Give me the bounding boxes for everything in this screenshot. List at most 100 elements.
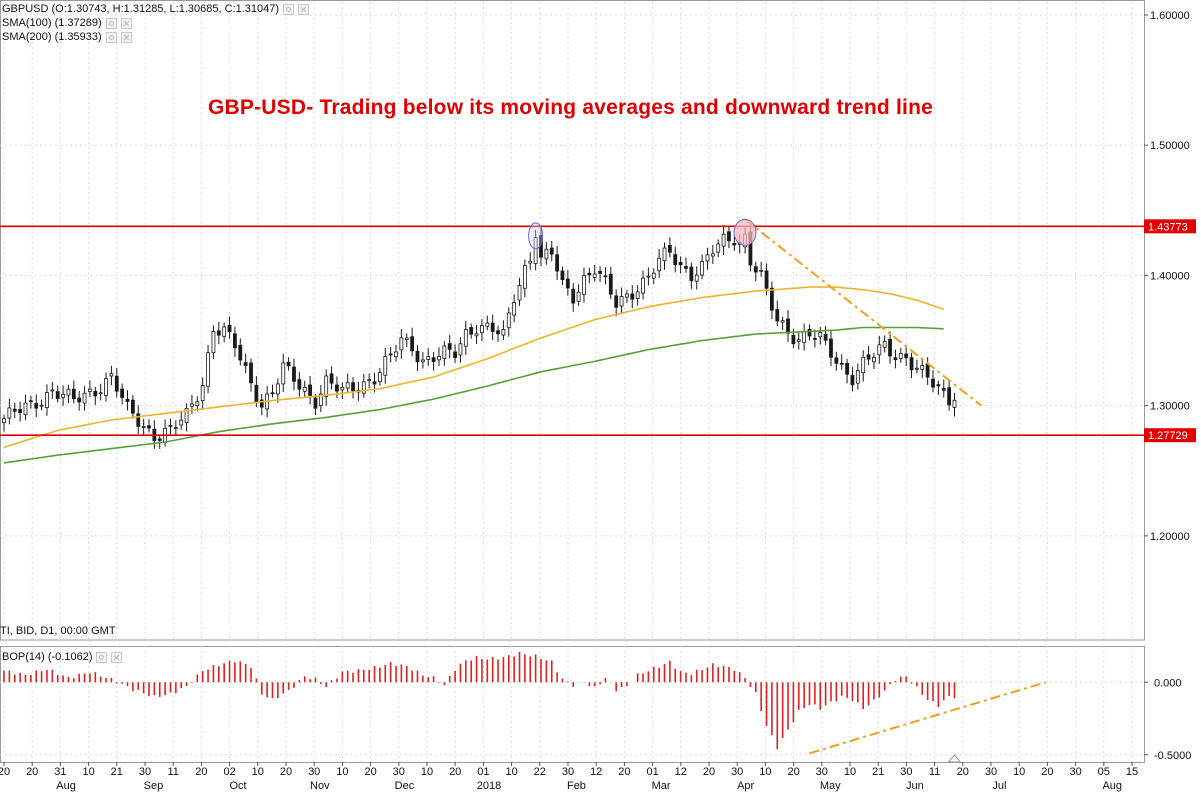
- candle-body: [721, 233, 726, 247]
- settings-icon[interactable]: [105, 31, 117, 43]
- candle-body: [399, 337, 404, 351]
- candle: [909, 352, 914, 379]
- candle-body: [861, 356, 866, 374]
- x-tick-label: 30: [393, 766, 405, 778]
- candle: [565, 269, 570, 296]
- candle: [641, 270, 645, 300]
- settings-icon[interactable]: [283, 3, 295, 15]
- candle: [603, 267, 608, 285]
- candle-body: [571, 288, 576, 304]
- candle: [458, 337, 463, 363]
- candle-body: [931, 378, 935, 388]
- candle-body: [7, 407, 12, 419]
- candle: [555, 246, 560, 281]
- candle: [351, 377, 355, 399]
- candle: [34, 394, 39, 418]
- candle-body: [651, 272, 656, 279]
- candle: [931, 370, 935, 393]
- candle-body: [560, 270, 565, 281]
- grid-lines: [0, 2, 1144, 762]
- x-tick-label: 22: [534, 766, 546, 778]
- candle: [952, 392, 957, 417]
- settings-icon[interactable]: [105, 17, 117, 29]
- candle: [7, 399, 12, 425]
- candle: [587, 267, 592, 284]
- candle-body: [582, 275, 586, 295]
- candle: [318, 385, 323, 412]
- candle-body: [28, 400, 33, 403]
- bop-panel-frame: [0, 646, 1145, 763]
- candle: [877, 335, 882, 364]
- candle: [98, 383, 103, 401]
- candle-body: [388, 353, 393, 356]
- candle: [700, 254, 704, 280]
- candle: [270, 384, 275, 398]
- close-icon[interactable]: [111, 651, 123, 663]
- candle-body: [694, 274, 699, 282]
- candle-body: [533, 237, 538, 265]
- x-tick-label: 10: [252, 766, 264, 778]
- candle-body: [233, 333, 237, 349]
- candle-body: [345, 382, 350, 389]
- candle-body: [2, 418, 6, 423]
- candle: [888, 331, 892, 364]
- chart-title: GBP-USD- Trading below its moving averag…: [208, 96, 933, 119]
- candle: [130, 395, 135, 419]
- candle-body: [270, 392, 275, 395]
- candle-body: [77, 397, 82, 403]
- close-icon[interactable]: [120, 17, 132, 29]
- candle-body: [646, 275, 651, 278]
- candle: [420, 352, 425, 369]
- candle-body: [55, 391, 60, 399]
- candle: [61, 385, 65, 406]
- close-icon[interactable]: [298, 3, 310, 15]
- candle-body: [662, 247, 667, 262]
- candle-body: [157, 438, 162, 441]
- candle-body: [517, 285, 522, 301]
- x-tick-label: 11: [929, 766, 940, 778]
- candle-body: [415, 350, 420, 363]
- x-tick-label: 30: [816, 766, 828, 778]
- candle: [845, 358, 849, 384]
- candle-body: [710, 253, 715, 257]
- candle-body: [925, 363, 930, 378]
- candle-body: [592, 273, 597, 278]
- candle: [560, 266, 565, 285]
- candle: [377, 368, 382, 386]
- candle-body: [512, 302, 517, 316]
- candle: [442, 341, 447, 366]
- candle: [173, 420, 178, 437]
- candle: [39, 399, 44, 411]
- candle: [431, 352, 436, 371]
- sma200-line: [3, 326, 944, 464]
- candle-body: [275, 383, 280, 395]
- candle: [549, 240, 554, 262]
- candle-body: [603, 275, 608, 278]
- candle: [361, 373, 366, 398]
- legend-sma200-text: SMA(200) (1.35933): [2, 31, 102, 43]
- x-tick-label: 30: [139, 766, 151, 778]
- x-tick-label: 10: [759, 766, 771, 778]
- candle-body: [753, 266, 758, 273]
- x-month-label: May: [820, 780, 841, 792]
- bop-y-tick-label: -0.5000: [1154, 750, 1191, 762]
- candle-body: [12, 408, 17, 412]
- candle-body: [625, 293, 629, 298]
- candle-body: [888, 338, 892, 357]
- candles: [2, 222, 957, 449]
- settings-icon[interactable]: [96, 651, 108, 663]
- candle: [925, 357, 930, 385]
- candle: [216, 321, 221, 345]
- candle-body: [286, 361, 291, 367]
- candle-body: [88, 388, 92, 392]
- candle-body: [522, 265, 527, 289]
- candle-body: [39, 404, 44, 407]
- candle-body: [420, 359, 425, 363]
- candle-body: [834, 357, 839, 364]
- close-icon[interactable]: [120, 31, 132, 43]
- candle: [501, 320, 506, 340]
- candle-body: [249, 362, 253, 384]
- x-tick-label: 15: [1126, 766, 1138, 778]
- candle: [576, 284, 581, 306]
